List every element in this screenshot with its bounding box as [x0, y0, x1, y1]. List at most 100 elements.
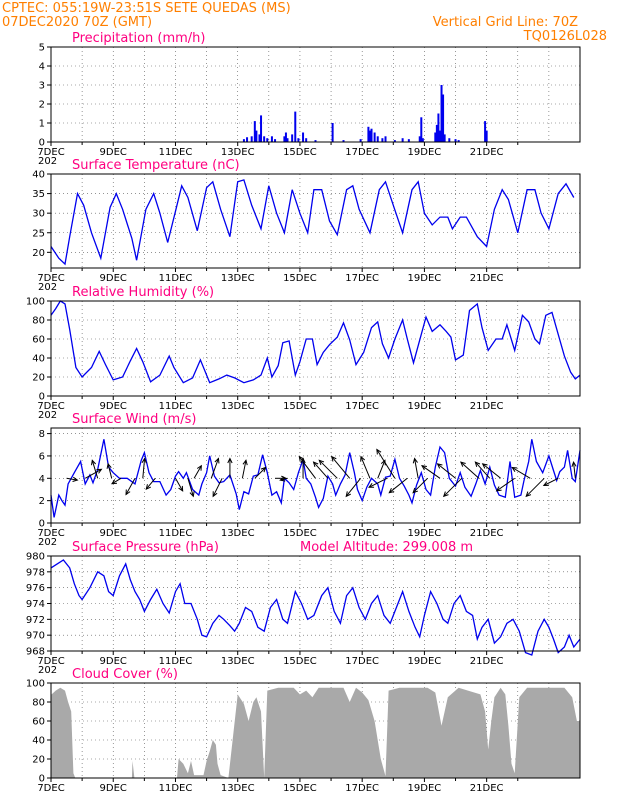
cloud-cover-xtick-label: 11DEC [159, 783, 193, 794]
surface-temperature-ytick-label: 35 [32, 189, 45, 200]
wind-arrow-shaft [187, 478, 194, 497]
precipitation-xtick-label: 19DEC [408, 147, 442, 158]
relative-humidity-frame [50, 300, 581, 397]
wind-arrow-shaft [377, 460, 386, 479]
surface-temperature-xtick-label: 9DEC [100, 273, 127, 284]
surface-pressure-subtitle: Model Altitude: 299.008 m [300, 540, 473, 555]
wind-arrow-head [279, 476, 286, 482]
cloud-cover-ytick-label: 0 [39, 774, 45, 785]
wind-arrow-shaft [376, 449, 396, 479]
precipitation-bar [246, 137, 249, 142]
surface-temperature-frame [50, 173, 581, 269]
wind-arrow [525, 477, 545, 498]
wind-arrow-head [525, 491, 532, 498]
wind-arrow-shaft [421, 465, 441, 479]
relative-humidity-xtick-label: 15DEC [283, 401, 317, 412]
wind-arrow [481, 463, 501, 479]
header-station: CPTEC: 055:19W-23:51S SETE QUEDAS (MS) [2, 1, 291, 16]
relative-humidity-xtick-label: 21DEC [470, 401, 504, 412]
wind-arrow-head [90, 459, 97, 466]
precipitation-xtick-label: 17DEC [345, 147, 379, 158]
wind-arrow [345, 477, 362, 498]
cloud-cover-xtick-label: 9DEC [100, 783, 127, 794]
wind-arrow-shaft [496, 477, 515, 492]
precipitation-bar [260, 115, 263, 142]
precipitation-bar [457, 140, 460, 142]
surface-wind-frame [50, 427, 581, 524]
wind-arrow-shaft [66, 477, 78, 481]
wind-arrow-shaft [145, 477, 156, 490]
wind-arrow [145, 477, 156, 490]
wind-arrow [542, 477, 559, 487]
precipitation-xtick-label: 11DEC [159, 147, 193, 158]
wind-arrow [368, 477, 388, 488]
wind-arrow [460, 461, 480, 479]
relative-humidity-ytick-label: 0 [39, 392, 45, 403]
wind-arrow-head [474, 461, 481, 468]
precipitation-bar [270, 136, 273, 142]
surface-pressure-xtick-label: 19DEC [408, 656, 442, 667]
wind-arrow-shaft [125, 478, 136, 495]
precipitation-bar [263, 136, 266, 142]
precipitation-panel: 0 1 2 3 4 5 7DEC 9DEC 11DEC 13DEC 15DEC 17DEC 19DEC 2… [37, 31, 581, 167]
cloud-cover-xtick-label: 7DEC [37, 783, 64, 794]
relative-humidity-ytick-label: 80 [32, 316, 45, 327]
wind-arrow-shaft [414, 458, 419, 479]
wind-arrow-head [212, 491, 218, 498]
surface-temperature-ytick-label: 30 [32, 209, 45, 220]
precipitation-bar [314, 140, 317, 142]
wind-arrow-head [368, 483, 375, 488]
precipitation-bar [266, 138, 269, 142]
wind-arrow-shaft [368, 477, 388, 488]
wind-arrow-head [72, 476, 79, 482]
precipitation-bar [242, 139, 245, 142]
cloud-cover-ytick-label: 100 [26, 679, 45, 690]
precipitation-bar [294, 111, 297, 142]
wind-arrow-head [106, 462, 112, 469]
surface-wind-ytick-label: 6 [39, 451, 45, 462]
surface-temperature-panel: 20 25 30 35 40 7DEC 9DEC 11DEC 13DEC 15DEC 17DEC 19… [32, 158, 581, 293]
precipitation-bar [331, 123, 334, 142]
surface-wind-xtick-label: 13DEC [221, 528, 255, 539]
wind-arrow [125, 478, 136, 496]
precipitation-bar [342, 140, 345, 142]
wind-arrow-shaft [84, 468, 102, 479]
wind-arrow-head [312, 461, 319, 468]
wind-arrow-head [436, 463, 443, 469]
relative-humidity-ytick-label: 100 [26, 297, 45, 308]
cloud-cover-xtick-label: 15DEC [283, 783, 317, 794]
surface-wind-xtick-label: 11DEC [159, 528, 193, 539]
precipitation-ytick-label: 1 [39, 119, 45, 130]
wind-arrow [442, 477, 463, 498]
wind-arrow [212, 478, 223, 498]
surface-temperature-ytick-label: 25 [32, 228, 45, 239]
wind-arrow [175, 478, 184, 492]
surface-pressure-line [50, 559, 581, 656]
wind-arrow-head [145, 484, 152, 490]
relative-humidity-xtick-label: 7DEC [37, 401, 64, 412]
surface-wind-xtick-label: 7DEC [37, 528, 64, 539]
wind-arrow-shaft [474, 461, 491, 479]
wind-arrow-shaft [175, 478, 184, 492]
precipitation-bar [305, 138, 308, 142]
precipitation-bar [421, 138, 424, 142]
wind-arrow [360, 455, 371, 479]
cloud-cover-xtick-label: 13DEC [221, 783, 255, 794]
wind-arrow-shaft [482, 463, 501, 479]
cloud-cover-ytick-label: 60 [32, 717, 45, 728]
wind-arrow-shaft [212, 478, 223, 497]
wind-arrow [279, 476, 288, 482]
cloud-cover-ytick-label: 40 [32, 736, 45, 747]
wind-arrow-head [96, 468, 103, 474]
wind-arrow [412, 457, 419, 479]
precipitation-ytick-label: 3 [39, 81, 45, 92]
precipitation-bar [381, 138, 384, 142]
wind-arrow [376, 448, 396, 479]
surface-pressure-xtick-label: 17DEC [345, 656, 379, 667]
surface-temperature-ytick-label: 40 [32, 170, 45, 181]
wind-arrow-shaft [437, 463, 456, 479]
surface-pressure-xtick-label: 9DEC [100, 656, 127, 667]
precipitation-bar [484, 121, 487, 142]
surface-pressure-xtick-label: 15DEC [283, 656, 317, 667]
